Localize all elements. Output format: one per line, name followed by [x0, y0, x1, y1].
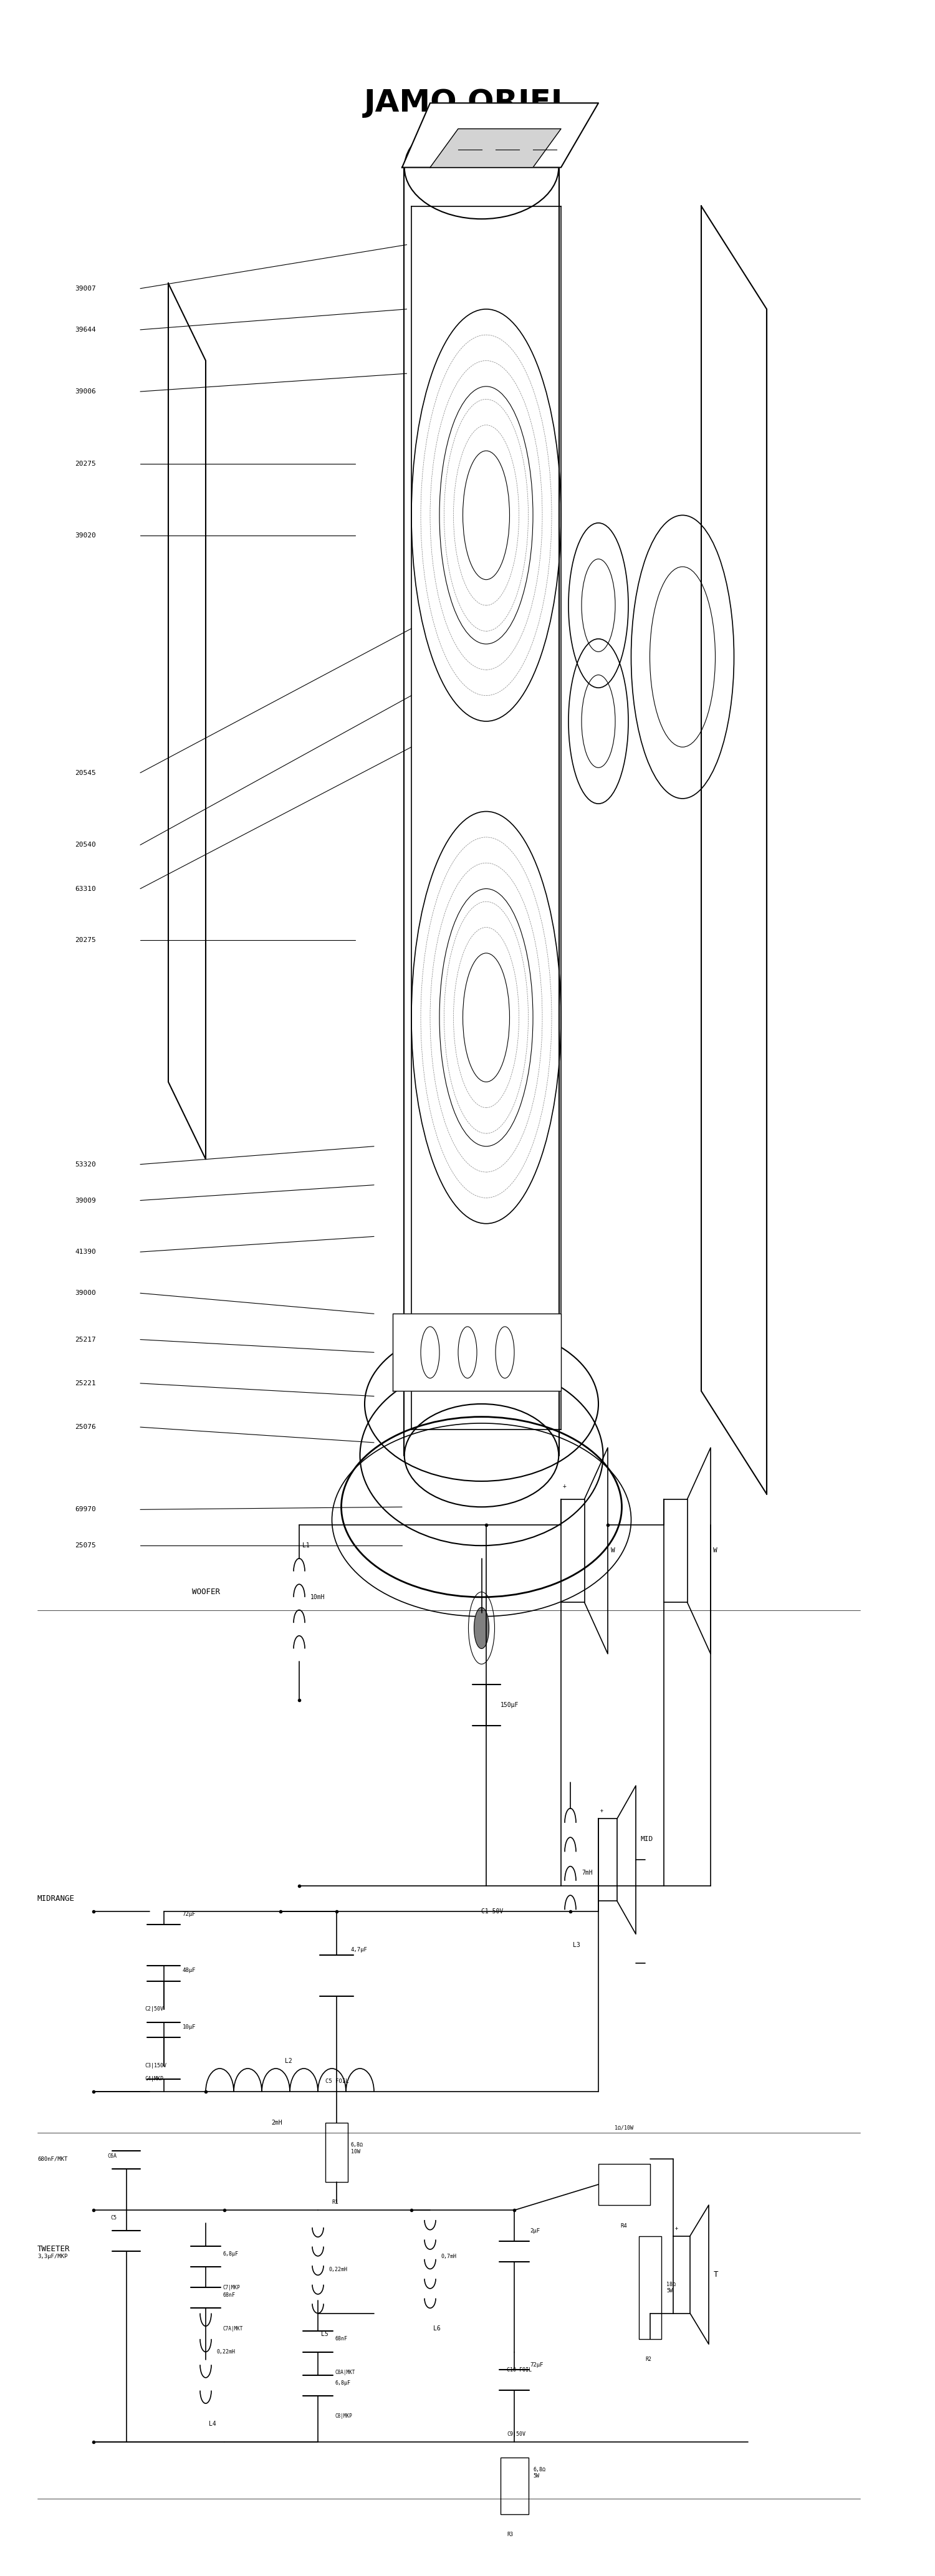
Text: C7A|MKT: C7A|MKT — [223, 2326, 243, 2331]
Text: 39020: 39020 — [75, 533, 95, 538]
Text: C5: C5 — [110, 2215, 117, 2221]
Text: 39007: 39007 — [75, 286, 95, 291]
Polygon shape — [393, 1314, 561, 1391]
Text: 6,8μF: 6,8μF — [223, 2251, 238, 2257]
Text: 10μF: 10μF — [182, 2025, 195, 2030]
Text: C8A|MKT: C8A|MKT — [335, 2370, 355, 2375]
Text: 2mH: 2mH — [271, 2120, 282, 2125]
Text: R1: R1 — [332, 2200, 338, 2205]
Text: 20540: 20540 — [75, 842, 95, 848]
Text: 72μF: 72μF — [530, 2362, 543, 2367]
Text: C1 50V: C1 50V — [482, 1909, 503, 1914]
Text: 39644: 39644 — [75, 327, 95, 332]
Text: 7mH: 7mH — [582, 1870, 593, 1875]
Text: L4: L4 — [209, 2421, 216, 2427]
Text: 20275: 20275 — [75, 938, 95, 943]
Text: 6,8μF: 6,8μF — [335, 2380, 351, 2385]
Text: C2|50V: C2|50V — [145, 2007, 164, 2012]
Text: 41390: 41390 — [75, 1249, 95, 1255]
Text: 69970: 69970 — [75, 1507, 95, 1512]
Text: 0,22mH: 0,22mH — [329, 2267, 348, 2272]
Text: 150μF: 150μF — [500, 1703, 519, 1708]
Text: WOOFER: WOOFER — [192, 1587, 220, 1597]
Text: 1Ω/10W: 1Ω/10W — [615, 2125, 634, 2130]
Text: 25076: 25076 — [75, 1425, 95, 1430]
Text: 6,8Ω
10W: 6,8Ω 10W — [351, 2143, 363, 2154]
Text: L6: L6 — [433, 2326, 440, 2331]
Circle shape — [474, 1607, 489, 1649]
Text: L2: L2 — [285, 2058, 293, 2063]
Polygon shape — [402, 103, 598, 167]
Text: T: T — [713, 2269, 718, 2280]
Text: MIDRANGE: MIDRANGE — [37, 1893, 75, 1904]
Text: C9|50V: C9|50V — [507, 2432, 525, 2437]
Text: R4: R4 — [621, 2223, 627, 2228]
Text: 10mH: 10mH — [310, 1595, 325, 1600]
Text: 0,22mH: 0,22mH — [217, 2349, 236, 2354]
Text: 20545: 20545 — [75, 770, 95, 775]
Text: C6A: C6A — [108, 2154, 117, 2159]
Text: R2: R2 — [645, 2357, 652, 2362]
Text: L5: L5 — [321, 2331, 328, 2336]
Text: 68nF: 68nF — [223, 2293, 235, 2298]
Text: 25217: 25217 — [75, 1337, 95, 1342]
Text: 72μF: 72μF — [182, 1911, 195, 1917]
Text: 53320: 53320 — [75, 1162, 95, 1167]
Text: JAMO ORIEL: JAMO ORIEL — [364, 88, 571, 118]
Text: 39009: 39009 — [75, 1198, 95, 1203]
Text: C4|MKP: C4|MKP — [145, 2076, 164, 2081]
Text: 25075: 25075 — [75, 1543, 95, 1548]
Text: 39000: 39000 — [75, 1291, 95, 1296]
Text: 20275: 20275 — [75, 461, 95, 466]
Text: 2μF: 2μF — [530, 2228, 540, 2233]
Text: 18Ω
5W: 18Ω 5W — [667, 2282, 676, 2293]
Text: +: + — [600, 1808, 603, 1814]
Text: C8|MKP: C8|MKP — [335, 2414, 352, 2419]
Text: C3|150V: C3|150V — [145, 2063, 166, 2069]
Text: 39006: 39006 — [75, 389, 95, 394]
Text: 3,3μF/MKP: 3,3μF/MKP — [37, 2254, 67, 2259]
Text: +: + — [675, 2226, 678, 2231]
Text: L3: L3 — [573, 1942, 581, 1947]
Text: 68nF: 68nF — [335, 2336, 347, 2342]
Text: C7|MKP: C7|MKP — [223, 2285, 239, 2290]
Text: 680nF/MKT: 680nF/MKT — [37, 2156, 67, 2161]
Polygon shape — [430, 129, 561, 167]
Text: +: + — [563, 1484, 567, 1489]
Text: W: W — [713, 1548, 718, 1553]
Text: C10 FOIL: C10 FOIL — [507, 2367, 532, 2372]
Text: L1: L1 — [302, 1543, 309, 1548]
Text: 4,7μF: 4,7μF — [351, 1947, 367, 1953]
Text: 25221: 25221 — [75, 1381, 95, 1386]
Text: 6,8Ω
5W: 6,8Ω 5W — [533, 2468, 545, 2478]
Text: MID: MID — [640, 1837, 653, 1842]
Text: 63310: 63310 — [75, 886, 95, 891]
Text: R3: R3 — [507, 2532, 513, 2537]
Text: C5 FOIL: C5 FOIL — [325, 2079, 349, 2084]
Text: 48μF: 48μF — [182, 1968, 195, 1973]
Text: W: W — [611, 1548, 615, 1553]
Text: 0,7mH: 0,7mH — [441, 2254, 457, 2259]
Text: TWEETER: TWEETER — [37, 2244, 70, 2254]
